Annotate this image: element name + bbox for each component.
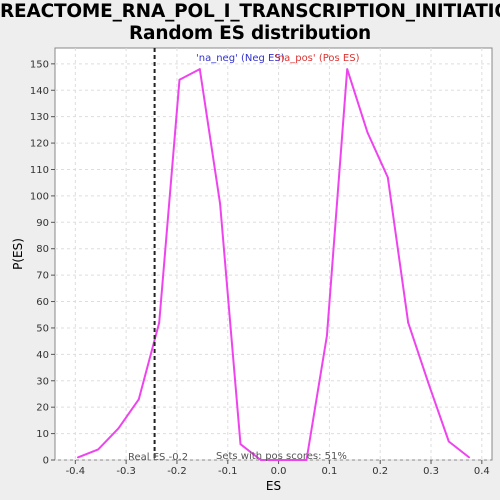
x-tick-label: -0.2: [167, 466, 187, 477]
y-tick-label: 70: [36, 271, 49, 282]
data-point: [325, 334, 328, 337]
y-tick-label: 130: [30, 112, 49, 123]
data-point: [407, 321, 410, 324]
data-point: [178, 78, 181, 81]
real-es-label: Real ES -0.2: [128, 452, 188, 463]
data-point: [137, 398, 140, 401]
y-tick-label: 30: [36, 376, 49, 387]
data-point: [447, 440, 450, 443]
chart-title-line-2: Random ES distribution: [129, 23, 371, 44]
data-point: [117, 427, 120, 430]
y-tick-label: 50: [36, 323, 49, 334]
data-point: [97, 448, 100, 451]
plot-area: [54, 47, 493, 461]
legend-pos: 'na_pos' (Pos ES): [275, 53, 360, 64]
pos-scores-label: Sets with pos scores: 51%: [216, 451, 347, 462]
y-tick-label: 110: [30, 165, 49, 176]
y-tick-label: 40: [36, 350, 49, 361]
x-tick-label: 0.1: [321, 466, 337, 477]
x-tick-label: 0.4: [474, 466, 490, 477]
data-point: [386, 176, 389, 179]
data-point: [285, 459, 288, 461]
data-point: [219, 202, 222, 205]
x-axis-label: ES: [266, 479, 281, 493]
es-distribution-line: [77, 68, 470, 461]
y-tick-label: 120: [30, 139, 49, 150]
legend-neg: 'na_neg' (Neg ES): [196, 53, 285, 64]
y-tick-label: 150: [30, 59, 49, 70]
y-tick-label: 0: [43, 456, 49, 467]
y-tick-label: 10: [36, 429, 49, 440]
x-tick-label: -0.3: [116, 466, 136, 477]
y-tick-label: 90: [36, 218, 49, 229]
y-tick-label: 20: [36, 403, 49, 414]
data-point: [346, 68, 349, 71]
y-tick-label: 80: [36, 244, 49, 255]
y-tick-label: 100: [30, 191, 49, 202]
data-point: [76, 456, 79, 459]
y-axis-label: P(ES): [11, 238, 25, 270]
data-point: [198, 68, 201, 71]
data-point: [305, 459, 308, 461]
y-tick-label: 60: [36, 297, 49, 308]
x-tick-label: 0.2: [372, 466, 388, 477]
x-tick-label: -0.1: [218, 466, 238, 477]
chart-title-line-1: REACTOME_RNA_POL_I_TRANSCRIPTION_INITIAT…: [0, 1, 500, 22]
x-tick-label: 0.3: [423, 466, 439, 477]
y-tick-label: 140: [30, 86, 49, 97]
data-point: [259, 459, 262, 461]
data-point: [468, 456, 471, 459]
data-point: [239, 443, 242, 446]
data-point: [158, 321, 161, 324]
x-tick-label: 0.0: [271, 466, 287, 477]
data-point: [427, 382, 430, 385]
data-point: [366, 131, 369, 134]
x-tick-label: -0.4: [66, 466, 86, 477]
